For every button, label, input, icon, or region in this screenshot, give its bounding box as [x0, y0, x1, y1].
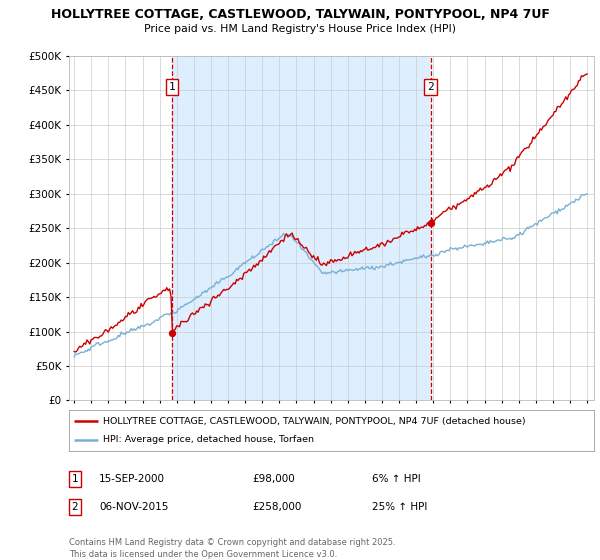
- Text: HPI: Average price, detached house, Torfaen: HPI: Average price, detached house, Torf…: [103, 436, 314, 445]
- Text: Contains HM Land Registry data © Crown copyright and database right 2025.
This d: Contains HM Land Registry data © Crown c…: [69, 538, 395, 559]
- Point: [426, 218, 436, 227]
- Point: [167, 328, 176, 337]
- Text: 06-NOV-2015: 06-NOV-2015: [99, 502, 169, 512]
- Text: HOLLYTREE COTTAGE, CASTLEWOOD, TALYWAIN, PONTYPOOL, NP4 7UF: HOLLYTREE COTTAGE, CASTLEWOOD, TALYWAIN,…: [50, 8, 550, 21]
- Text: £258,000: £258,000: [252, 502, 301, 512]
- Text: Price paid vs. HM Land Registry's House Price Index (HPI): Price paid vs. HM Land Registry's House …: [144, 24, 456, 34]
- Text: £98,000: £98,000: [252, 474, 295, 484]
- Text: 15-SEP-2000: 15-SEP-2000: [99, 474, 165, 484]
- Text: 1: 1: [71, 474, 79, 484]
- Text: 2: 2: [427, 82, 434, 92]
- Text: HOLLYTREE COTTAGE, CASTLEWOOD, TALYWAIN, PONTYPOOL, NP4 7UF (detached house): HOLLYTREE COTTAGE, CASTLEWOOD, TALYWAIN,…: [103, 417, 526, 426]
- Text: 1: 1: [169, 82, 175, 92]
- Text: 25% ↑ HPI: 25% ↑ HPI: [372, 502, 427, 512]
- Text: 2: 2: [71, 502, 79, 512]
- Bar: [172, 56, 431, 400]
- Text: 6% ↑ HPI: 6% ↑ HPI: [372, 474, 421, 484]
